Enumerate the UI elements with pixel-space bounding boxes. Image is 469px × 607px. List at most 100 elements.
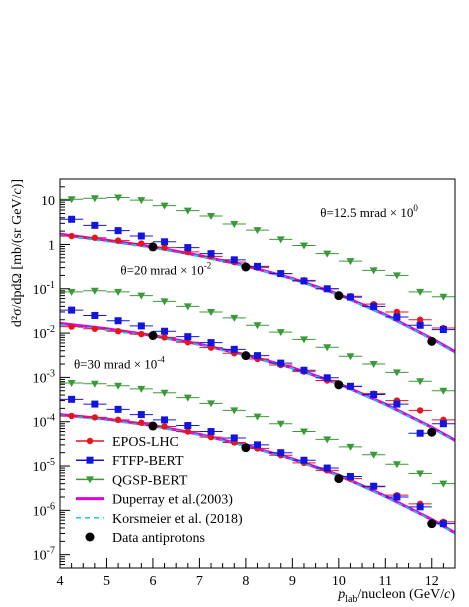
- y-axis-label: d²σ/dpdΩ [mb/(sr GeV/c)]: [10, 179, 25, 327]
- qgsp-bert-point: [253, 322, 262, 330]
- qgsp-bert-point: [207, 212, 216, 220]
- y-tick-label: 10-6: [33, 501, 55, 519]
- y-tick-label: 10-7: [33, 546, 55, 564]
- qgsp-bert-point: [299, 428, 308, 436]
- qgsp-bert-point: [346, 443, 355, 451]
- epos-lhc-point: [393, 308, 401, 316]
- qgsp-bert-point: [323, 344, 332, 352]
- ftfp-bert-point: [346, 473, 354, 481]
- legend-label: Data antiprotons: [112, 531, 205, 546]
- x-axis-label-c: c: [444, 587, 451, 602]
- korsmeier-curve: [59, 234, 456, 354]
- epos-lhc-point: [161, 244, 168, 251]
- ftfp-bert-point: [161, 238, 169, 246]
- ftfp-bert-point: [370, 482, 378, 490]
- angle-annotations: θ=12.5 mrad × 100 θ=20 mrad × 10-2 θ=30 mr…: [74, 203, 418, 372]
- legend-label: Duperray et al.(2003): [112, 493, 233, 508]
- qgsp-bert-point: [346, 258, 355, 266]
- qgsp-bert-point: [137, 197, 146, 205]
- y-tick-label: 10-3: [33, 368, 55, 386]
- ftfp-bert-point: [68, 306, 76, 314]
- epos-lhc-point: [207, 433, 215, 441]
- qgsp-bert-point: [299, 242, 308, 250]
- epos-lhc-point: [91, 234, 99, 241]
- ftfp-bert-point: [161, 327, 169, 335]
- epos-lhc-point: [114, 328, 122, 335]
- epos-lhc-point: [161, 423, 168, 430]
- angle-annotation: θ=20 mrad × 10-2: [120, 260, 211, 277]
- qgsp-bert-point: [416, 288, 425, 296]
- ftfp-bert-point: [300, 456, 308, 464]
- data-antiprotons-point: [334, 474, 344, 484]
- qgsp-bert-point: [160, 202, 169, 210]
- y-tick-label: 10: [41, 194, 55, 209]
- data-antiprotons-point: [241, 262, 251, 272]
- ftfp-bert-point: [277, 359, 285, 367]
- data-antiprotons-point: [241, 443, 251, 453]
- qgsp-bert-point: [230, 407, 239, 415]
- y-tick-label: 10-5: [33, 457, 55, 475]
- angle-annotation: θ=30 mrad × 10-4: [74, 354, 165, 371]
- ftfp-bert-point: [323, 285, 331, 293]
- korsmeier-curve: [59, 414, 456, 535]
- ftfp-bert-point: [114, 405, 122, 413]
- qgsp-bert-point: [207, 400, 216, 408]
- qgsp-bert-point: [439, 293, 448, 301]
- qgsp-bert-point: [369, 267, 378, 275]
- data-antiprotons-point: [241, 351, 251, 361]
- ftfp-bert-point: [323, 464, 331, 472]
- legend-swatch-marker: [85, 532, 95, 542]
- qgsp-bert-point: [323, 436, 332, 444]
- qgsp-bert-point: [416, 470, 425, 478]
- epos-lhc-point: [138, 419, 145, 426]
- qgsp-bert-point: [392, 461, 401, 469]
- ftfp-bert-point: [370, 302, 378, 310]
- ftfp-bert-point: [68, 215, 76, 223]
- qgsp-bert-point: [114, 194, 123, 202]
- y-axis: 10-7 10-6 10-5 10-4 10-3 10-2 10-1 1 10: [33, 178, 70, 569]
- qgsp-bert-point: [67, 379, 76, 387]
- korsmeier-curve: [59, 323, 456, 443]
- legend-label: QGSP-BERT: [112, 473, 188, 488]
- ftfp-bert-point: [137, 232, 145, 240]
- epos-lhc-point: [161, 334, 168, 341]
- epos-lhc-point: [68, 232, 75, 240]
- x-tick-label: 10: [332, 574, 346, 589]
- y-tick-label: 10-4: [33, 413, 55, 431]
- qgsp-bert-point: [439, 480, 448, 488]
- qgsp-bert-point: [183, 207, 192, 215]
- ftfp-bert-point: [254, 262, 261, 270]
- ftfp-bert-point: [300, 366, 308, 374]
- x-tick-label: 9: [289, 574, 296, 589]
- epos-lhc-point: [138, 240, 145, 247]
- epos-lhc-point: [416, 316, 424, 323]
- ftfp-bert-point: [346, 382, 354, 390]
- x-tick-label: 5: [103, 574, 110, 589]
- y-axis-label-main: d²σ/dpdΩ [mb/(sr GeV/: [10, 194, 25, 327]
- qgsp-bert-point: [369, 361, 378, 369]
- ftfp-bert-point: [277, 270, 285, 278]
- ftfp-bert-point: [439, 520, 447, 528]
- ftfp-bert-point: [161, 416, 169, 424]
- ftfp-bert-point: [207, 250, 215, 258]
- qgsp-bert-point: [90, 380, 99, 388]
- qgsp-bert-point: [160, 389, 169, 397]
- qgsp-bert-point: [369, 451, 378, 459]
- ftfp-bert-point: [346, 293, 354, 301]
- qgsp-bert-point: [323, 250, 332, 258]
- epos-lhc-point: [114, 416, 122, 424]
- y-tick-label: 1: [48, 238, 55, 253]
- x-axis: 4 5 6 7 8 9 10 11 12: [57, 558, 456, 589]
- epos-lhc-point: [138, 330, 145, 338]
- legend-swatch-marker: [86, 437, 94, 445]
- ftfp-bert-point: [254, 441, 261, 449]
- plot-marks: [59, 194, 456, 535]
- qgsp-bert-point: [416, 378, 425, 386]
- x-tick-label: 11: [379, 574, 392, 589]
- ftfp-bert-point: [230, 345, 238, 353]
- x-axis-label: plab/nucleon (GeV/c): [337, 587, 455, 605]
- qgsp-bert-point: [137, 385, 146, 393]
- ftfp-bert-point: [393, 493, 401, 501]
- data-antiprotons-point: [427, 427, 437, 437]
- data-antiprotons-point: [148, 331, 158, 341]
